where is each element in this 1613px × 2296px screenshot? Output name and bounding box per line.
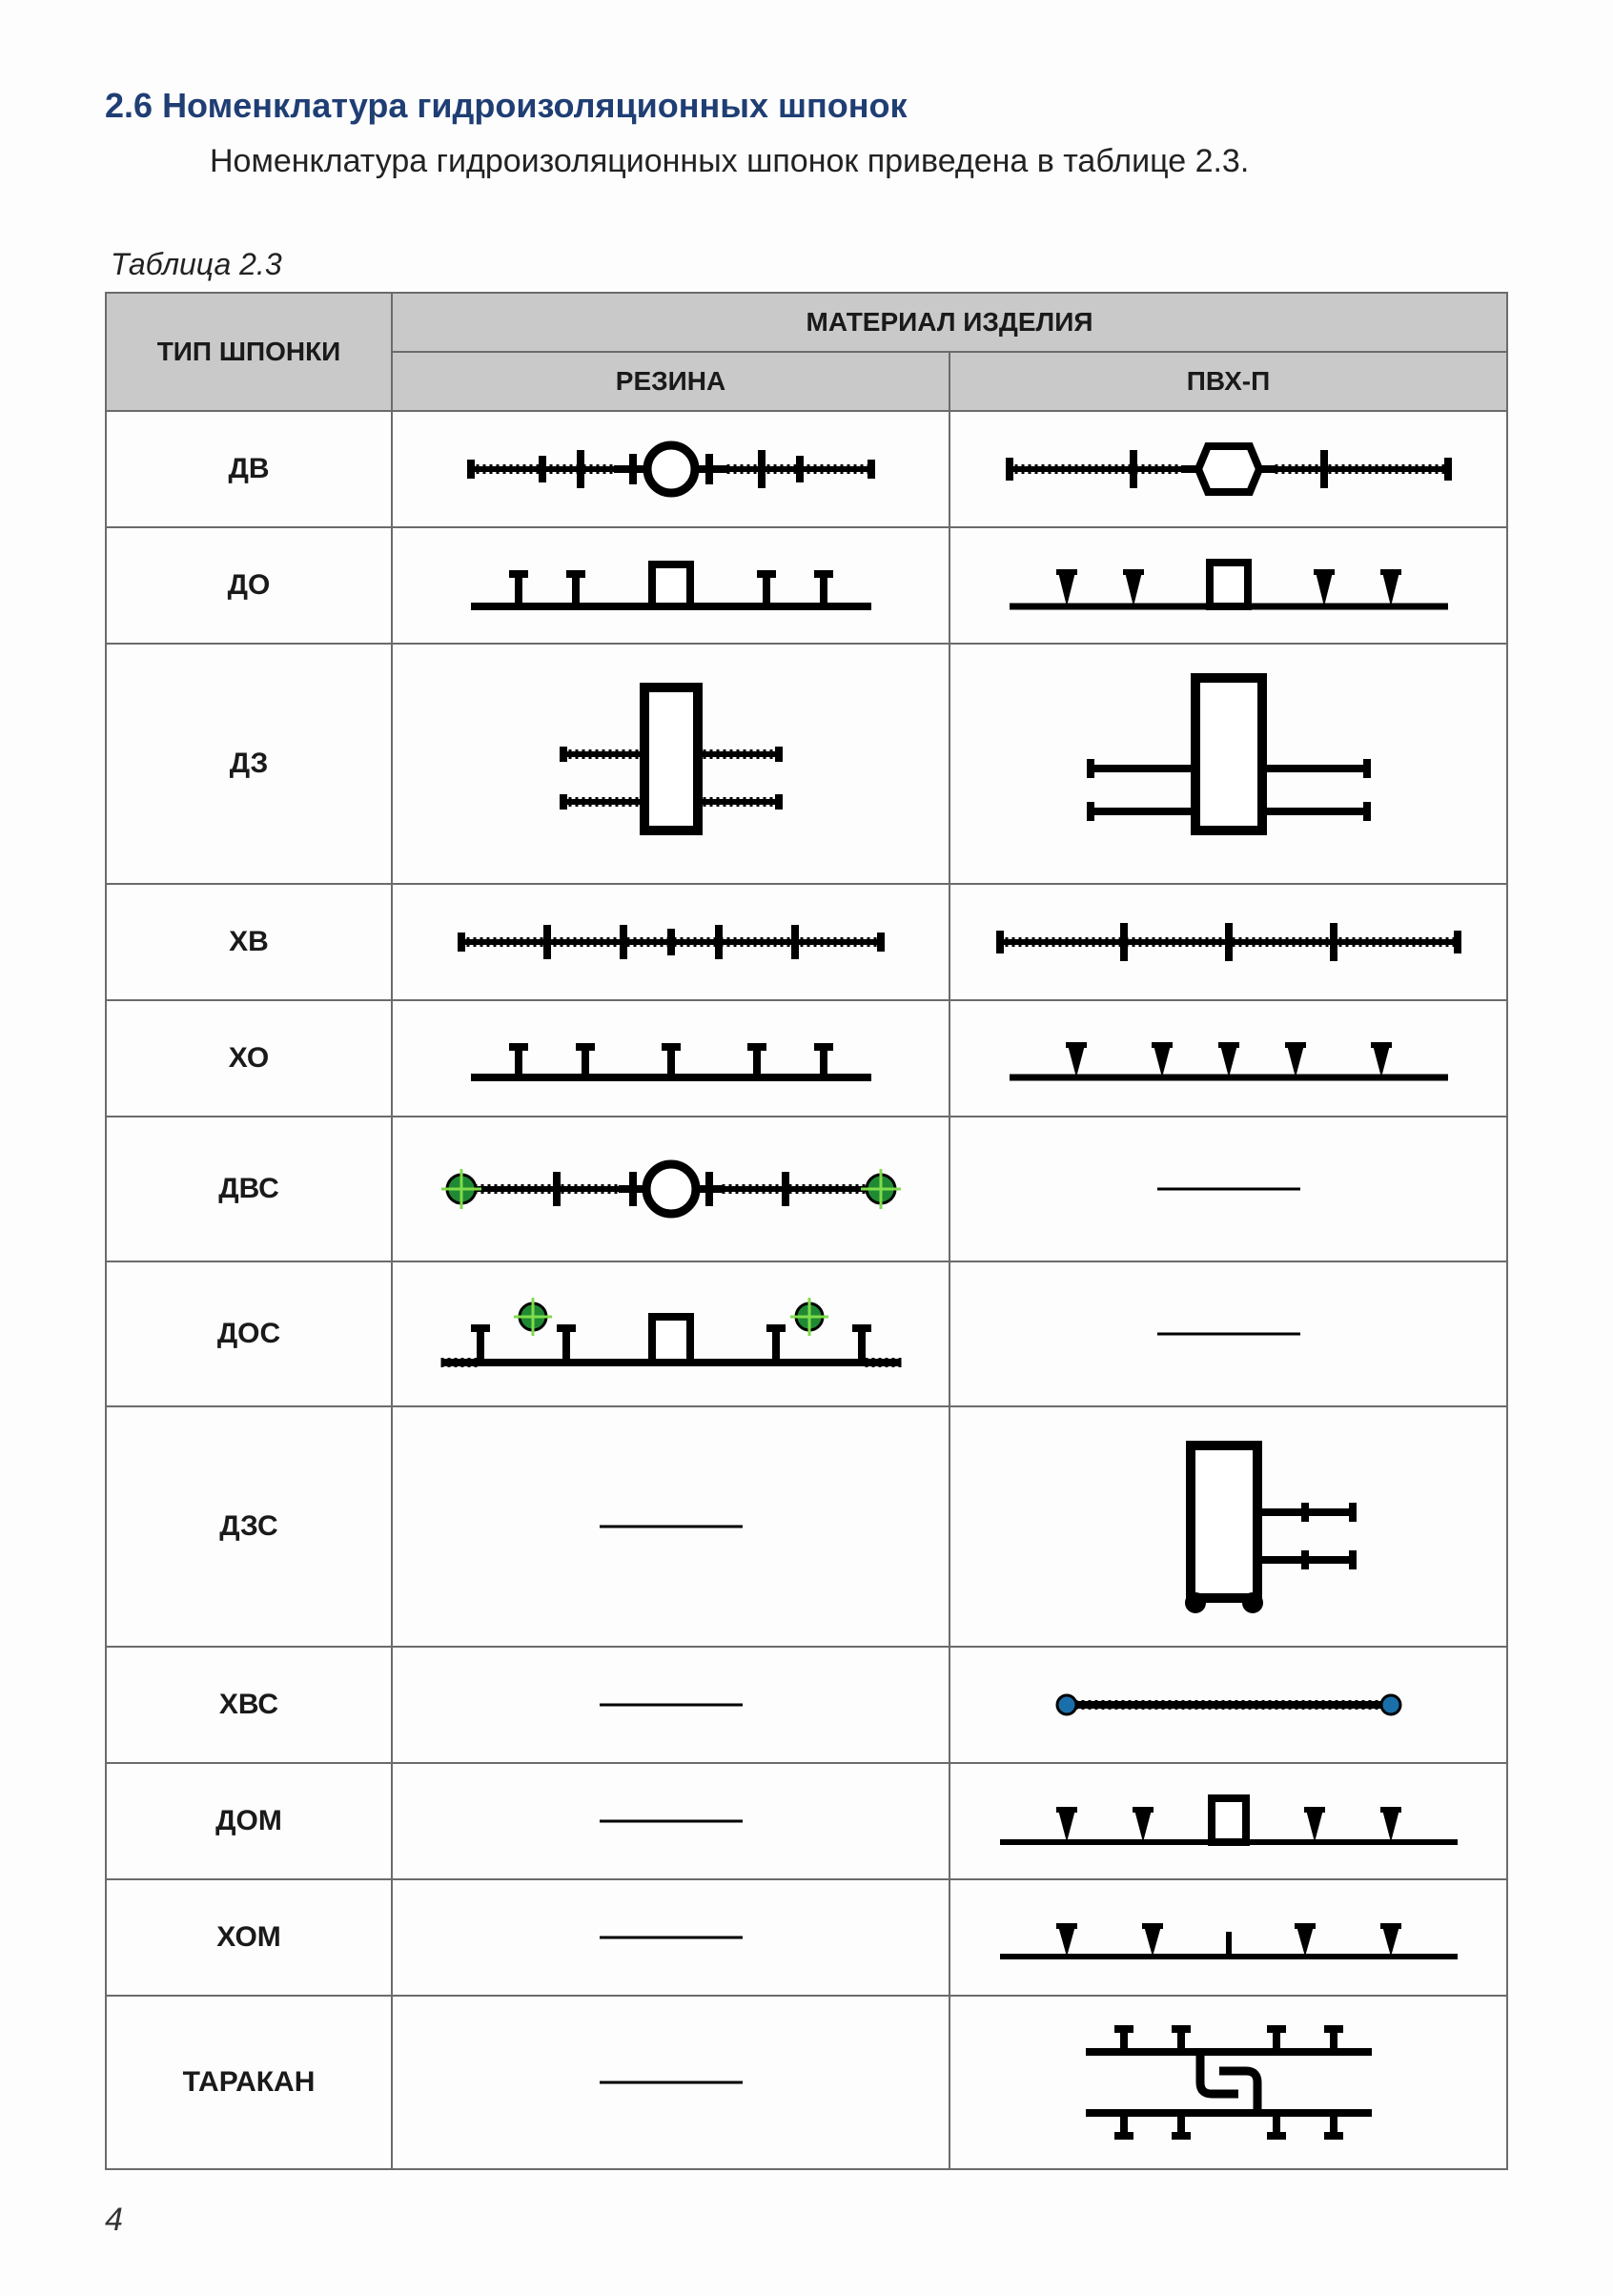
- type-cell-xvs: ХВС: [106, 1647, 392, 1763]
- profile-dash: [590, 1928, 752, 1947]
- profile-xvs_pvc: [1038, 1686, 1419, 1724]
- pvc-cell-xom: [949, 1879, 1507, 1996]
- rubber-cell-dom: [392, 1763, 949, 1879]
- type-cell-xom: ХОМ: [106, 1879, 392, 1996]
- profile-dash: [590, 1517, 752, 1536]
- pvc-cell-dz: [949, 644, 1507, 884]
- profile-dom_pvc: [981, 1783, 1477, 1859]
- pvc-cell-do: [949, 527, 1507, 644]
- table-row: ХОМ: [106, 1879, 1507, 1996]
- profile-do_rubber: [452, 547, 890, 624]
- rubber-cell-do: [392, 527, 949, 644]
- table-row: ХО: [106, 1000, 1507, 1117]
- profile-dzs_pvc: [1086, 1426, 1372, 1627]
- profile-xom_pvc: [981, 1904, 1477, 1971]
- type-cell-dos: ДОС: [106, 1261, 392, 1406]
- pvc-cell-dvs: [949, 1117, 1507, 1261]
- pvc-cell-dos: [949, 1261, 1507, 1406]
- type-cell-do: ДО: [106, 527, 392, 644]
- profile-dash: [590, 1695, 752, 1714]
- profile-dz_rubber: [528, 668, 814, 859]
- section-intro: Номенклатура гидроизоляционных шпонок пр…: [210, 143, 1508, 180]
- profile-dos_rubber: [423, 1286, 919, 1382]
- section-number: 2.6: [105, 86, 153, 125]
- type-cell-dz: ДЗ: [106, 644, 392, 884]
- pvc-cell-xvs: [949, 1647, 1507, 1763]
- profile-do_pvc: [990, 547, 1467, 624]
- rubber-cell-xo: [392, 1000, 949, 1117]
- table-row: ДВ: [106, 411, 1507, 527]
- type-cell-xv: ХВ: [106, 884, 392, 1000]
- table-row: ДО: [106, 527, 1507, 644]
- profile-dash: [1148, 1324, 1310, 1343]
- rubber-cell-dzs: [392, 1406, 949, 1647]
- th-rubber: РЕЗИНА: [392, 352, 949, 411]
- type-cell-dzs: ДЗС: [106, 1406, 392, 1647]
- rubber-cell-dv: [392, 411, 949, 527]
- table-row: ДОС: [106, 1261, 1507, 1406]
- profile-dz_pvc: [1067, 664, 1391, 864]
- profile-tarakan_pvc: [1038, 2016, 1419, 2149]
- rubber-cell-dos: [392, 1261, 949, 1406]
- rubber-cell-xom: [392, 1879, 949, 1996]
- pvc-cell-tar: [949, 1996, 1507, 2169]
- profile-xo_rubber: [452, 1025, 890, 1092]
- rubber-cell-xv: [392, 884, 949, 1000]
- th-pvc: ПВХ-П: [949, 352, 1507, 411]
- rubber-cell-xvs: [392, 1647, 949, 1763]
- pvc-cell-dzs: [949, 1406, 1507, 1647]
- rubber-cell-dz: [392, 644, 949, 884]
- type-cell-dom: ДОМ: [106, 1763, 392, 1879]
- th-material: МАТЕРИАЛ ИЗДЕЛИЯ: [392, 293, 1507, 352]
- table-row: ДЗ: [106, 644, 1507, 884]
- type-cell-xo: ХО: [106, 1000, 392, 1117]
- table-row: ХВС: [106, 1647, 1507, 1763]
- pvc-cell-dv: [949, 411, 1507, 527]
- profile-xv_rubber: [442, 909, 900, 975]
- type-cell-dv: ДВ: [106, 411, 392, 527]
- profile-dv_pvc: [990, 431, 1467, 507]
- page-number: 4: [105, 2202, 123, 2239]
- table-row: ХВ: [106, 884, 1507, 1000]
- pvc-cell-xo: [949, 1000, 1507, 1117]
- table-row: ДОМ: [106, 1763, 1507, 1879]
- rubber-cell-dvs: [392, 1117, 949, 1261]
- profile-dash: [590, 1812, 752, 1831]
- type-cell-dvs: ДВС: [106, 1117, 392, 1261]
- profile-dvs_rubber: [423, 1146, 919, 1232]
- type-cell-tar: ТАРАКАН: [106, 1996, 392, 2169]
- rubber-cell-tar: [392, 1996, 949, 2169]
- table-row: ДВС: [106, 1117, 1507, 1261]
- profile-dash: [1148, 1179, 1310, 1199]
- table-row: ТАРАКАН: [106, 1996, 1507, 2169]
- profile-xo_pvc: [990, 1025, 1467, 1092]
- table-row: ДЗС: [106, 1406, 1507, 1647]
- pvc-cell-dom: [949, 1763, 1507, 1879]
- section-heading: 2.6 Номенклатура гидроизоляционных шпоно…: [105, 86, 1508, 126]
- profile-dash: [590, 2073, 752, 2092]
- nomenclature-table: ТИП ШПОНКИ МАТЕРИАЛ ИЗДЕЛИЯ РЕЗИНА ПВХ-П…: [105, 292, 1508, 2170]
- pvc-cell-xv: [949, 884, 1507, 1000]
- section-title: Номенклатура гидроизоляционных шпонок: [162, 86, 907, 125]
- profile-dv_rubber: [452, 431, 890, 507]
- profile-xv_pvc: [981, 909, 1477, 975]
- table-caption: Таблица 2.3: [111, 247, 1508, 282]
- th-type: ТИП ШПОНКИ: [106, 293, 392, 411]
